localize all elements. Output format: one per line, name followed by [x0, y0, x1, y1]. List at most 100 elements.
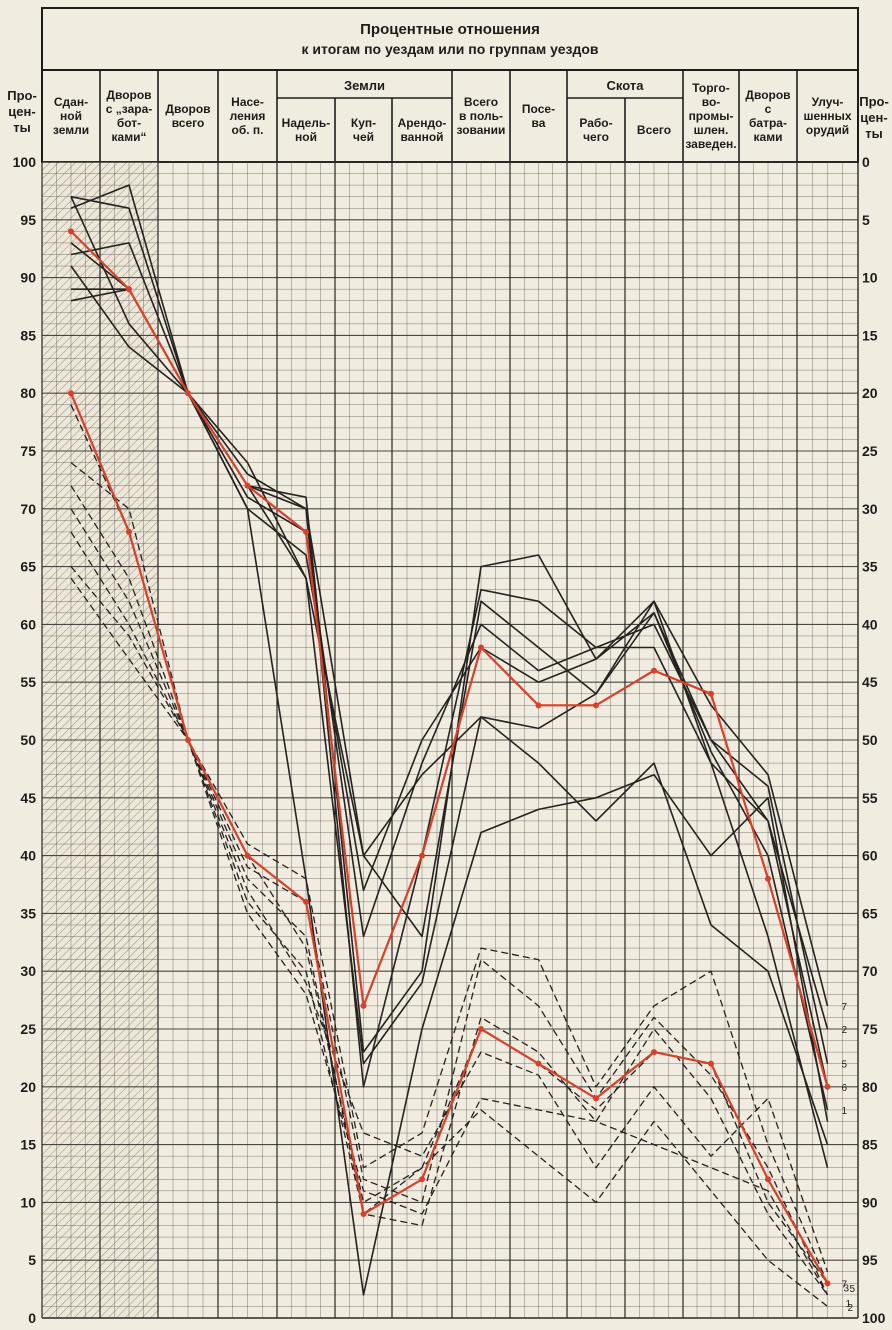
series-point: [824, 1083, 831, 1090]
column-label: земли: [53, 123, 89, 137]
column-label: Всего: [464, 95, 498, 109]
right-tick-label: 30: [862, 501, 878, 517]
series-point: [651, 1049, 657, 1056]
right-tick-label: 40: [862, 616, 878, 632]
column-label: чей: [353, 130, 374, 144]
column-label: чего: [583, 130, 609, 144]
column-label: Торго-: [692, 81, 729, 95]
column-label: с „зара-: [106, 102, 153, 116]
right-axis-label: цен-: [860, 110, 887, 125]
series-line-solid: [70, 242, 829, 1087]
right-axis-label: Про-: [859, 94, 889, 109]
left-tick-label: 15: [20, 1137, 36, 1153]
column-label: Улуч-: [812, 95, 844, 109]
left-tick-label: 50: [20, 732, 36, 748]
column-label: Арендо-: [398, 116, 447, 130]
right-tick-label: 55: [862, 790, 878, 806]
series-point: [185, 390, 191, 397]
column-label: об. п.: [232, 123, 264, 137]
series-point: [244, 482, 251, 489]
left-tick-label: 70: [20, 501, 36, 517]
series-point: [593, 702, 599, 709]
column-label: Сдан-: [54, 95, 88, 109]
column-label: всего: [172, 116, 205, 130]
column-label: батра-: [749, 116, 787, 130]
column-label: промы-: [689, 109, 734, 123]
right-tick-label: 45: [862, 674, 878, 690]
series-point: [535, 702, 542, 709]
left-tick-label: 75: [20, 443, 36, 459]
series-point: [360, 1002, 367, 1009]
series-end-mark: 2: [842, 1025, 848, 1036]
series-end-mark: 5: [842, 1060, 848, 1071]
right-tick-label: 10: [862, 270, 878, 286]
right-tick-label: 15: [862, 327, 878, 343]
column-label: шенных: [803, 109, 851, 123]
right-tick-label: 65: [862, 905, 878, 921]
left-tick-label: 30: [20, 963, 36, 979]
column-label: ной: [60, 109, 82, 123]
column-label: с: [765, 102, 772, 116]
left-tick-label: 0: [28, 1310, 36, 1325]
right-tick-label: 75: [862, 1021, 878, 1037]
column-label: Насе-: [231, 95, 264, 109]
series-point: [244, 852, 251, 859]
series-point: [593, 1095, 599, 1102]
series-end-mark: 7: [842, 1279, 848, 1290]
column-label: заведен.: [685, 137, 736, 151]
column-label: в поль-: [459, 109, 503, 123]
series-point: [651, 667, 657, 674]
left-tick-label: 5: [28, 1252, 36, 1268]
series-line-dashed: [70, 566, 829, 1296]
series-point: [708, 1060, 714, 1067]
series-line-dashed: [70, 577, 828, 1307]
right-tick-label: 70: [862, 963, 878, 979]
series-point: [303, 528, 309, 535]
series-line-solid: [70, 196, 829, 1145]
right-tick-label: 60: [862, 848, 878, 864]
column-label: Дворов: [165, 102, 210, 116]
left-axis-label: ты: [13, 120, 30, 135]
left-tick-label: 100: [13, 154, 37, 170]
column-label: Посе-: [522, 102, 555, 116]
left-tick-label: 80: [20, 385, 36, 401]
column-label: Всего: [637, 123, 671, 137]
column-label: ками: [754, 130, 783, 144]
left-axis-label: цен-: [8, 104, 35, 119]
right-tick-label: 90: [862, 1194, 878, 1210]
column-label: Рабо-: [579, 116, 612, 130]
right-tick-label: 25: [862, 443, 878, 459]
chart-title-line1: Процентные отношения: [360, 21, 540, 38]
series-point: [126, 286, 132, 293]
column-label: Дворов: [106, 88, 151, 102]
right-tick-label: 50: [862, 732, 878, 748]
right-tick-label: 5: [862, 212, 870, 228]
series-line-dashed: [70, 485, 829, 1296]
series-end-mark: 1: [846, 1299, 852, 1310]
series-point: [824, 1280, 831, 1287]
right-tick-label: 80: [862, 1079, 878, 1095]
left-tick-label: 60: [20, 616, 36, 632]
left-tick-label: 55: [20, 674, 36, 690]
series-end-mark: 6: [842, 1083, 848, 1094]
column-label: Дворов: [745, 88, 790, 102]
left-tick-label: 35: [20, 905, 36, 921]
series-line-solid: [70, 184, 829, 1053]
series-line-highlight-upper: [70, 230, 829, 1088]
right-tick-label: 0: [862, 154, 870, 170]
right-tick-label: 20: [862, 385, 878, 401]
right-tick-label: 85: [862, 1137, 878, 1153]
series-point: [478, 1026, 484, 1032]
series-point: [68, 390, 74, 397]
column-label: бот-: [117, 116, 141, 130]
series-line-highlight-lower: [69, 392, 829, 1284]
series-point: [535, 1060, 542, 1067]
series-point: [68, 228, 74, 235]
column-label: ной: [295, 130, 317, 144]
column-label: орудий: [806, 123, 849, 137]
right-tick-label: 100: [862, 1310, 886, 1325]
series-line-solid: [70, 288, 829, 1296]
series-end-mark: 1: [842, 1106, 848, 1117]
column-label: ления: [230, 109, 266, 123]
series-point: [126, 528, 132, 535]
